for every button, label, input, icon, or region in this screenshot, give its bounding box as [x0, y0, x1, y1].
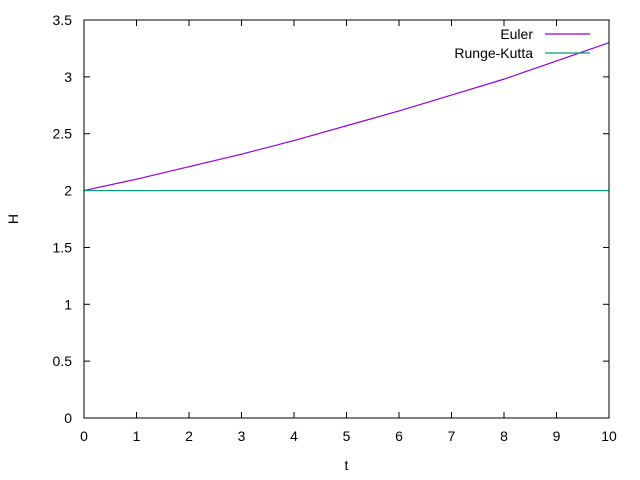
- x-tick-label: 2: [185, 428, 193, 444]
- y-tick-label: 1: [64, 296, 72, 312]
- x-tick-label: 8: [500, 428, 508, 444]
- x-tick-label: 4: [290, 428, 298, 444]
- y-tick-label: 1.5: [53, 239, 73, 255]
- ticks: 0 1 2 3 4 5 6 7 8 9 10 0 0.5 1 1.5 2 2.5 3 3.5: [53, 12, 617, 444]
- x-tick-label: 10: [601, 428, 617, 444]
- y-tick-label: 3.5: [53, 12, 73, 28]
- x-tick-label: 0: [80, 428, 88, 444]
- x-tick-label: 9: [553, 428, 561, 444]
- x-tick-label: 5: [343, 428, 351, 444]
- plot-frame: [83, 19, 610, 419]
- y-tick-label: 3: [64, 69, 72, 85]
- series-lines: [83, 42, 610, 192]
- x-tick-label: 7: [448, 428, 456, 444]
- y-tick-label: 0: [64, 410, 72, 426]
- x-tick-label: 1: [133, 428, 141, 444]
- series-line-0: [83, 42, 610, 192]
- x-axis-label: t: [345, 457, 349, 473]
- y-tick-label: 2.5: [53, 126, 73, 142]
- x-tick-label: 3: [238, 428, 246, 444]
- x-tick-label: 6: [395, 428, 403, 444]
- y-axis-label: H: [5, 214, 21, 224]
- y-tick-label: 0.5: [53, 353, 73, 369]
- legend: Euler Runge-Kutta: [454, 26, 590, 61]
- legend-label: Runge-Kutta: [454, 45, 533, 61]
- legend-label: Euler: [500, 26, 533, 42]
- y-tick-label: 2: [64, 183, 72, 199]
